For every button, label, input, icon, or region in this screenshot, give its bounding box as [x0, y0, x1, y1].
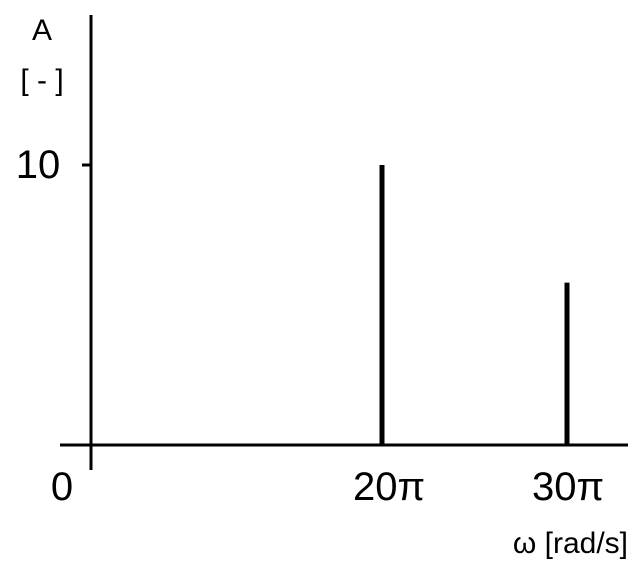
x-axis-label: ω [rad/s]	[513, 527, 628, 560]
x-tick-label-0: 0	[51, 465, 73, 509]
spectral-lines	[379, 165, 570, 445]
x-tick-label-30pi: 30π	[532, 465, 604, 509]
y-axis-label-symbol: A	[32, 14, 52, 47]
y-axis-label-unit: [ - ]	[20, 64, 63, 97]
x-tick-label-20pi: 20π	[353, 465, 425, 509]
y-tick-label-10: 10	[16, 143, 61, 187]
